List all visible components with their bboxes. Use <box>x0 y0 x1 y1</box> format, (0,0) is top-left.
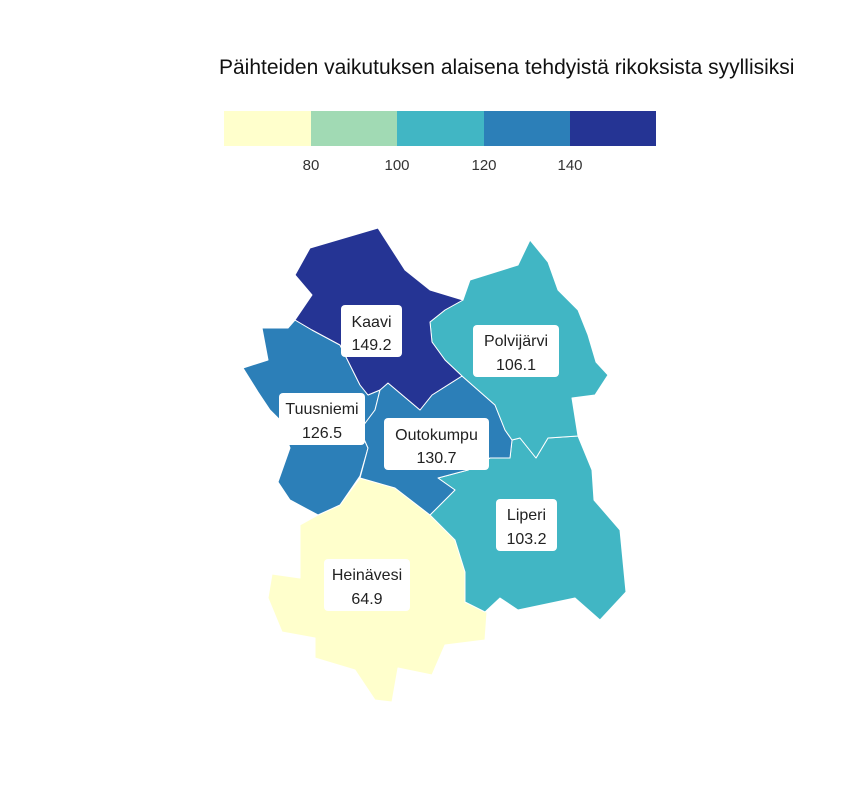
region-label-kaavi: Kaavi 149.2 <box>341 305 402 357</box>
label-box <box>496 499 557 551</box>
legend-tick-label: 120 <box>471 157 496 174</box>
region-name: Heinävesi <box>332 567 402 584</box>
region-name: Liperi <box>507 507 546 524</box>
legend-swatch <box>397 111 484 146</box>
region-value: 149.2 <box>351 337 391 354</box>
region-value: 130.7 <box>416 450 456 467</box>
legend-swatch <box>224 111 311 146</box>
region-value: 64.9 <box>351 591 382 608</box>
region-name: Polvijärvi <box>484 333 548 350</box>
label-box <box>279 393 365 445</box>
region-value: 103.2 <box>506 531 546 548</box>
region-value: 106.1 <box>496 357 536 374</box>
label-box <box>324 559 410 611</box>
region-label-tuusniemi: Tuusniemi 126.5 <box>279 393 365 445</box>
region-name: Tuusniemi <box>285 401 358 418</box>
region-label-heinavesi: Heinävesi 64.9 <box>324 559 410 611</box>
region-labels: Kaavi 149.2 Polvijärvi 106.1 Tuusniemi 1… <box>279 305 559 611</box>
legend: 80 100 120 140 <box>224 111 656 174</box>
legend-swatch <box>484 111 570 146</box>
label-box <box>341 305 402 357</box>
region-name: Kaavi <box>351 314 391 331</box>
region-label-outokumpu: Outokumpu 130.7 <box>384 418 489 470</box>
region-label-polvijarvi: Polvijärvi 106.1 <box>473 325 559 377</box>
region-name: Outokumpu <box>395 427 478 444</box>
legend-tick-label: 80 <box>303 157 320 174</box>
region-label-liperi: Liperi 103.2 <box>496 499 557 551</box>
legend-swatch <box>570 111 656 146</box>
legend-tick-label: 100 <box>384 157 409 174</box>
label-box <box>473 325 559 377</box>
label-box <box>384 418 489 470</box>
map-title: Päihteiden vaikutuksen alaisena tehdyist… <box>219 56 795 79</box>
legend-swatch <box>311 111 397 146</box>
legend-tick-label: 140 <box>557 157 582 174</box>
region-value: 126.5 <box>302 425 342 442</box>
